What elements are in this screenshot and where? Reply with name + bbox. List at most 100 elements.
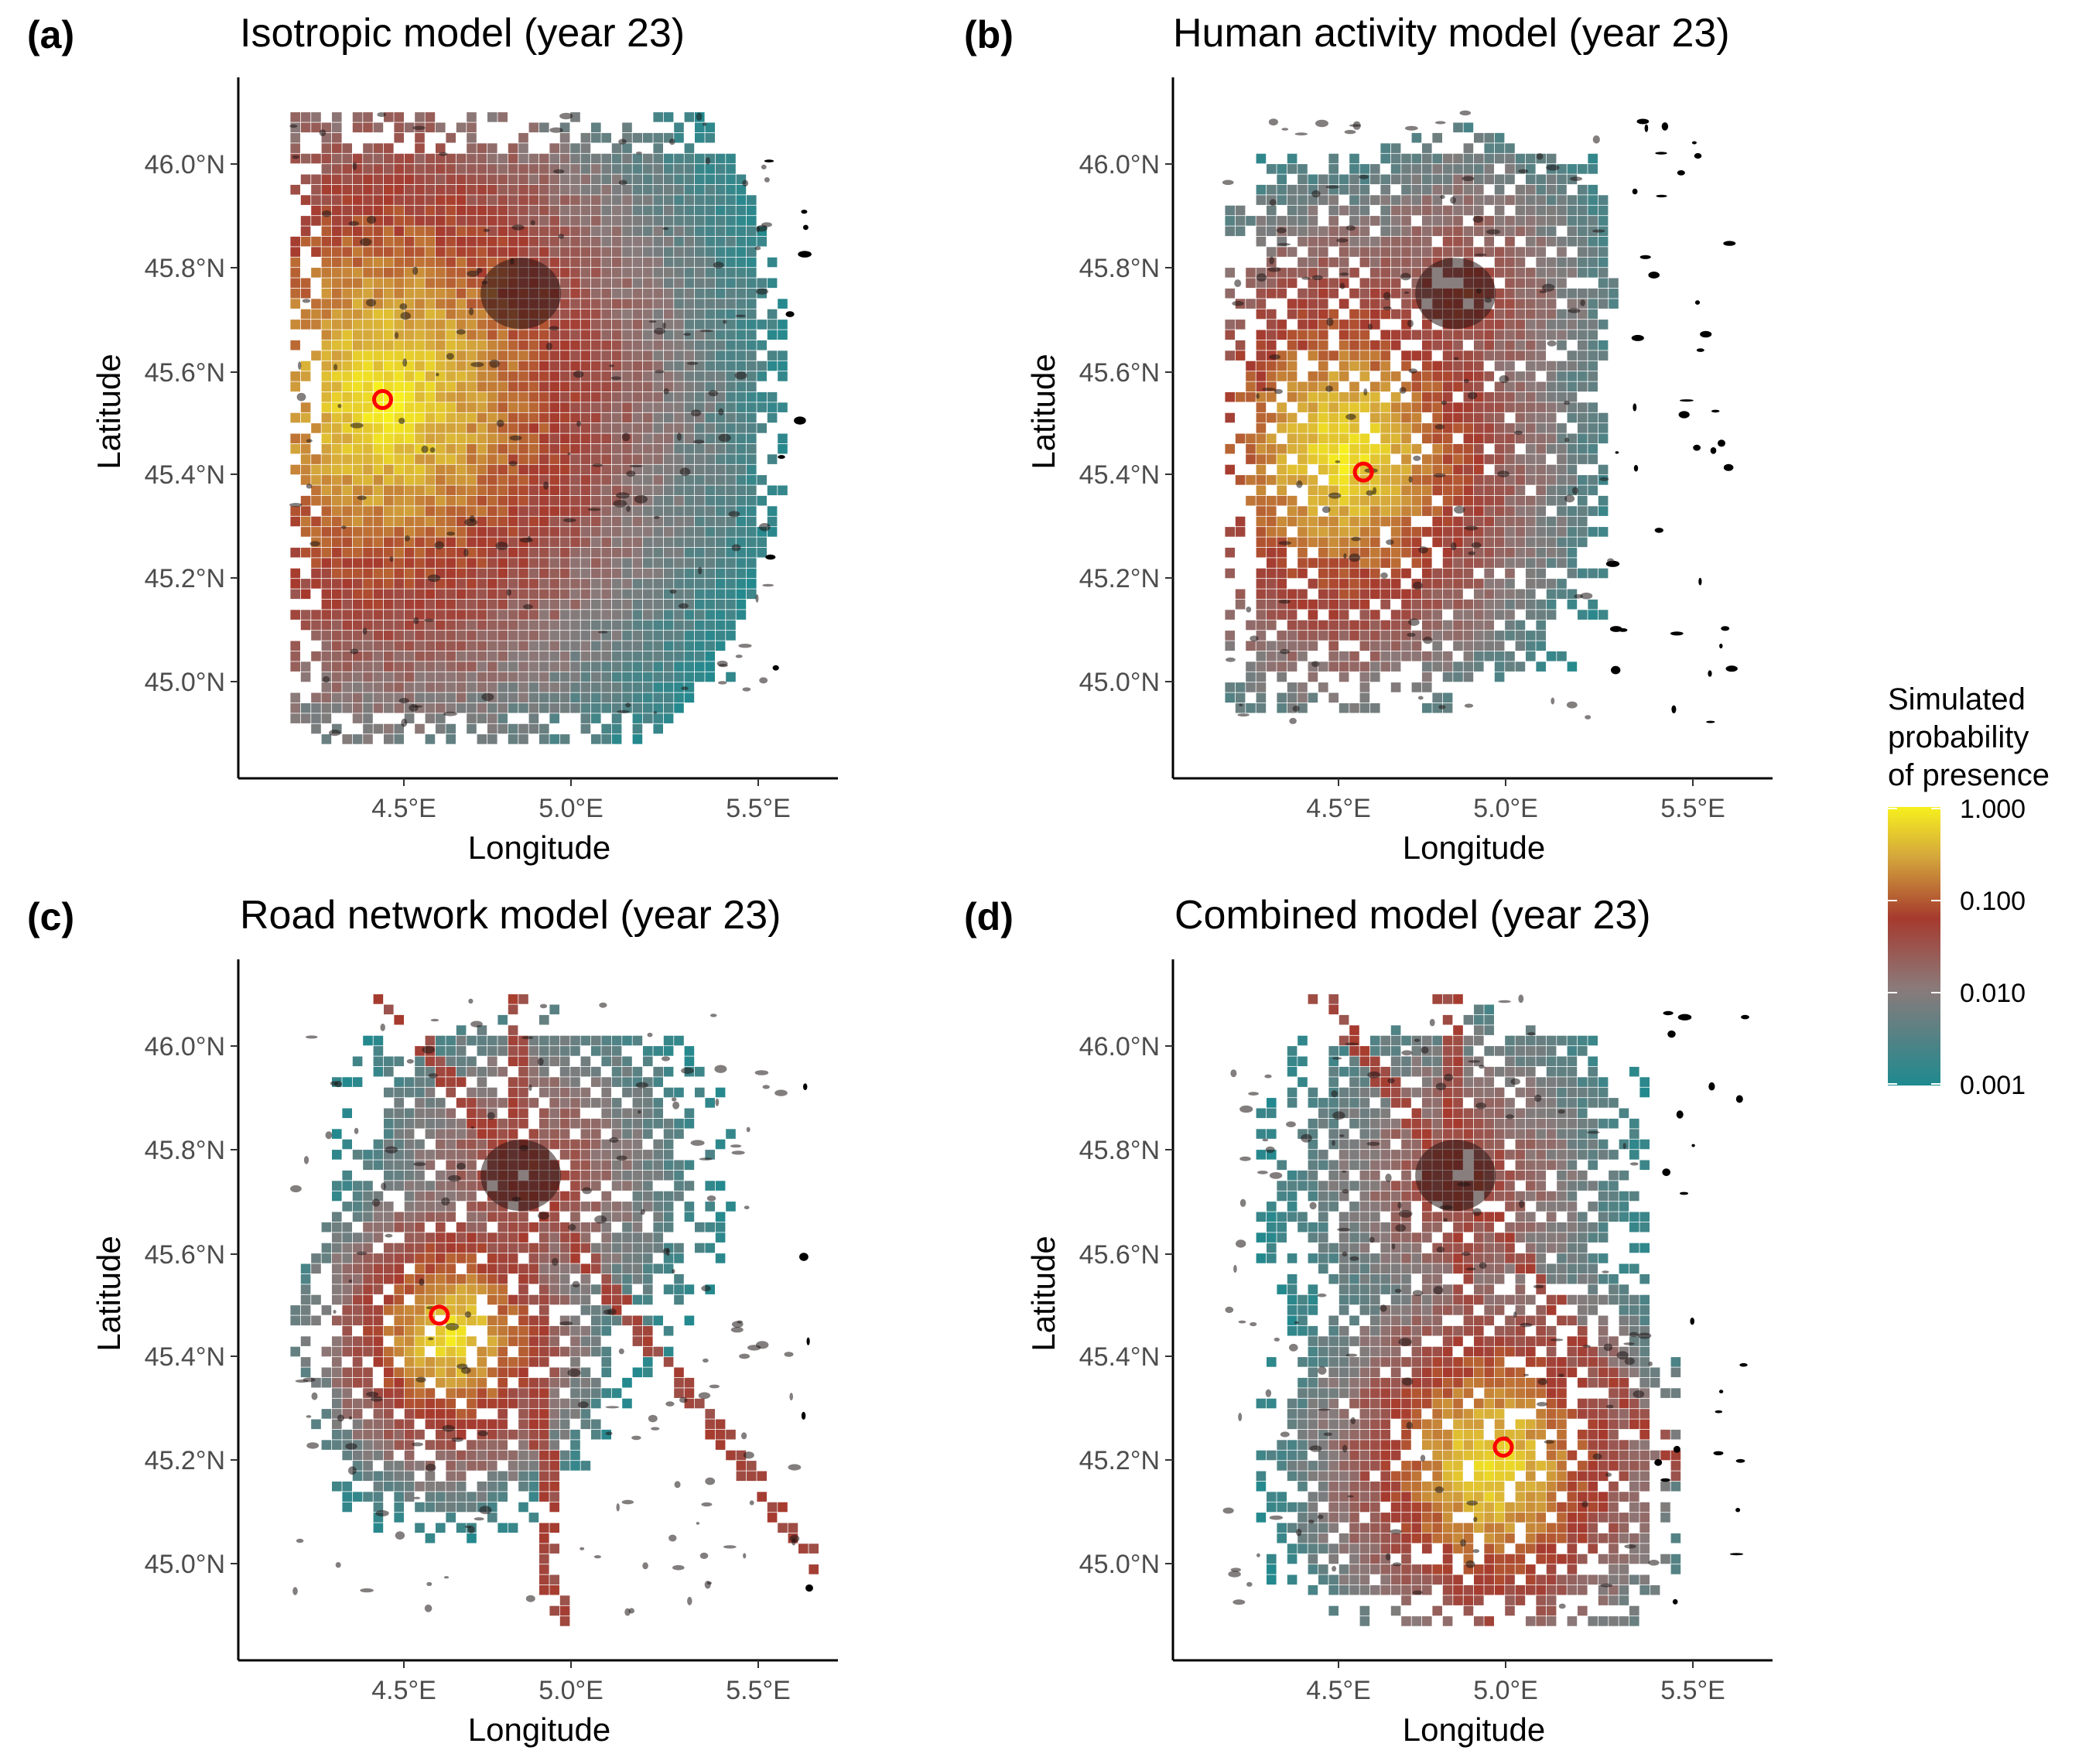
heatmap-cell bbox=[300, 703, 311, 713]
heatmap-cell bbox=[591, 257, 601, 268]
urban-patch bbox=[545, 342, 552, 350]
heatmap-cell bbox=[518, 1108, 528, 1119]
heatmap-cell bbox=[290, 703, 300, 713]
heatmap-cell bbox=[446, 464, 456, 475]
heatmap-cell bbox=[653, 579, 663, 589]
heatmap-cell bbox=[446, 1232, 456, 1243]
heatmap-cell bbox=[497, 599, 508, 610]
heatmap-cell bbox=[1453, 247, 1463, 257]
heatmap-cell bbox=[446, 381, 456, 392]
heatmap-cell bbox=[518, 164, 528, 174]
heatmap-cell bbox=[1526, 361, 1536, 371]
heatmap-cell bbox=[518, 485, 528, 496]
heatmap-cell bbox=[415, 236, 425, 247]
heatmap-cell bbox=[1349, 516, 1359, 527]
heatmap-cell bbox=[487, 734, 497, 744]
urban-patch bbox=[446, 532, 455, 536]
heatmap-cell bbox=[1536, 247, 1546, 257]
heatmap-cell bbox=[425, 1118, 436, 1129]
heatmap-cell bbox=[342, 527, 352, 537]
heatmap-cell bbox=[425, 174, 436, 185]
urban-patch bbox=[481, 692, 494, 702]
heatmap-cell bbox=[559, 423, 570, 433]
heatmap-cell bbox=[622, 620, 632, 631]
heatmap-cell bbox=[467, 579, 477, 589]
heatmap-cell bbox=[321, 423, 332, 433]
heatmap-cell bbox=[373, 672, 384, 682]
heatmap-cell bbox=[394, 402, 404, 412]
heatmap-cell bbox=[1536, 599, 1546, 610]
heatmap-cell bbox=[497, 662, 508, 672]
urban-patch bbox=[348, 220, 360, 226]
heatmap-cell bbox=[321, 320, 332, 330]
heatmap-cell bbox=[477, 1108, 487, 1119]
heatmap-cell bbox=[559, 268, 570, 278]
heatmap-cell bbox=[425, 692, 436, 703]
heatmap-cell bbox=[549, 672, 559, 682]
heatmap-cell bbox=[425, 268, 436, 278]
heatmap-cell bbox=[300, 153, 311, 164]
heatmap-cell bbox=[321, 610, 332, 620]
heatmap-cell bbox=[487, 1129, 497, 1139]
heatmap-cell bbox=[352, 547, 363, 558]
heatmap-cell bbox=[1401, 257, 1411, 268]
urban-patch bbox=[705, 157, 711, 165]
heatmap-cell bbox=[1308, 320, 1318, 330]
heatmap-cell bbox=[549, 402, 559, 412]
heatmap-cell bbox=[549, 620, 559, 631]
urban-patch bbox=[424, 618, 434, 622]
heatmap-cell bbox=[1370, 350, 1380, 361]
heatmap-cell bbox=[394, 1222, 404, 1232]
heatmap-cell bbox=[415, 205, 425, 216]
heatmap-cell bbox=[580, 195, 591, 205]
heatmap-cell bbox=[726, 579, 736, 589]
heatmap-cell bbox=[539, 184, 549, 195]
heatmap-cell bbox=[290, 610, 300, 620]
heatmap-cell bbox=[1484, 641, 1494, 651]
heatmap-cell bbox=[663, 1202, 674, 1212]
heatmap-cell bbox=[477, 651, 487, 662]
heatmap-cell bbox=[384, 1056, 394, 1067]
heatmap-cell bbox=[539, 412, 549, 423]
heatmap-cell bbox=[674, 257, 684, 268]
heatmap-cell bbox=[456, 1232, 467, 1243]
heatmap-cell bbox=[1380, 153, 1390, 164]
heatmap-cell bbox=[705, 527, 715, 537]
urban-patch bbox=[489, 359, 500, 368]
urban-patch bbox=[728, 511, 740, 518]
heatmap-cell bbox=[290, 547, 300, 558]
heatmap-cell bbox=[363, 1150, 373, 1160]
heatmap-cell bbox=[456, 381, 467, 392]
heatmap-cell bbox=[1442, 381, 1453, 392]
heatmap-cell bbox=[539, 164, 549, 174]
heatmap-cell bbox=[394, 495, 404, 506]
heatmap-cell bbox=[342, 1243, 352, 1253]
heatmap-cell bbox=[446, 184, 456, 195]
heatmap-cell bbox=[446, 132, 456, 143]
heatmap-cell bbox=[1370, 631, 1380, 641]
heatmap-cell bbox=[1339, 506, 1349, 516]
heatmap-cell bbox=[570, 1108, 580, 1119]
heatmap-cell bbox=[1588, 412, 1598, 423]
heatmap-cell bbox=[622, 1212, 632, 1222]
heatmap-cell bbox=[332, 495, 342, 506]
heatmap-cell bbox=[705, 662, 715, 672]
heatmap-cell bbox=[1588, 433, 1598, 444]
heatmap-cell bbox=[1442, 226, 1453, 237]
heatmap-cell bbox=[1359, 236, 1370, 247]
heatmap-cell bbox=[1598, 610, 1609, 620]
heatmap-cell bbox=[446, 174, 456, 185]
heatmap-cell bbox=[570, 1170, 580, 1181]
heatmap-cell bbox=[570, 1191, 580, 1202]
urban-patch bbox=[1694, 152, 1702, 159]
heatmap-cell bbox=[518, 620, 528, 631]
heatmap-cell bbox=[518, 132, 528, 143]
heatmap-cell bbox=[539, 558, 549, 568]
heatmap-cell bbox=[1298, 381, 1308, 392]
heatmap-cell bbox=[726, 153, 736, 164]
heatmap-cell bbox=[321, 651, 332, 662]
urban-patch bbox=[654, 515, 660, 519]
heatmap-cell bbox=[1463, 475, 1474, 485]
heatmap-cell bbox=[467, 402, 477, 412]
heatmap-cell bbox=[456, 579, 467, 589]
